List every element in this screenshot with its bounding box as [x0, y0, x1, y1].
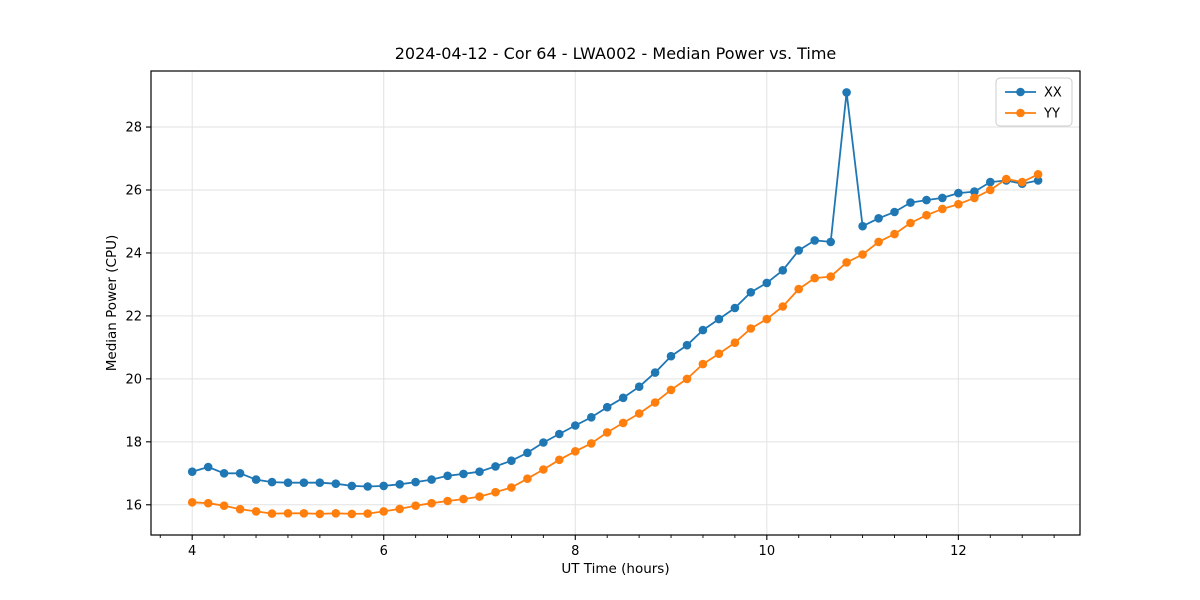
- grid-lines: [151, 71, 1080, 535]
- x-minor-ticks: [159, 535, 1055, 538]
- series-yy-markers: [187, 170, 1043, 519]
- series-xx-markers: [187, 88, 1043, 491]
- plot-border: [150, 70, 1081, 536]
- y-tick-label: 24: [125, 246, 142, 261]
- y-axis-label: Median Power (CPU): [104, 234, 120, 372]
- y-axis-ticks: 16 18 20 22 24 26 28: [125, 121, 151, 513]
- x-tick-label: 10: [759, 544, 776, 559]
- x-tick-label: 6: [380, 544, 388, 559]
- legend-item-xx: XX: [1044, 86, 1062, 101]
- chart-title: 2024-04-12 - Cor 64 - LWA002 - Median Po…: [394, 44, 837, 63]
- x-tick-label: 12: [950, 544, 967, 559]
- legend-marker-sample: [1016, 87, 1025, 97]
- x-axis-ticks: 4 6 8 10 12: [188, 535, 967, 559]
- y-tick-label: 26: [125, 183, 142, 198]
- x-axis-label: UT Time (hours): [561, 561, 670, 577]
- y-tick-label: 16: [125, 498, 142, 513]
- y-tick-label: 18: [125, 435, 142, 450]
- x-tick-label: 8: [571, 544, 579, 559]
- x-tick-label: 4: [188, 544, 196, 559]
- y-tick-label: 28: [125, 121, 142, 136]
- y-tick-label: 20: [125, 372, 142, 387]
- legend-item-yy: YY: [1043, 107, 1060, 122]
- legend-marker-sample: [1016, 108, 1025, 118]
- legend: XX YY: [995, 77, 1073, 127]
- y-tick-label: 22: [125, 309, 142, 324]
